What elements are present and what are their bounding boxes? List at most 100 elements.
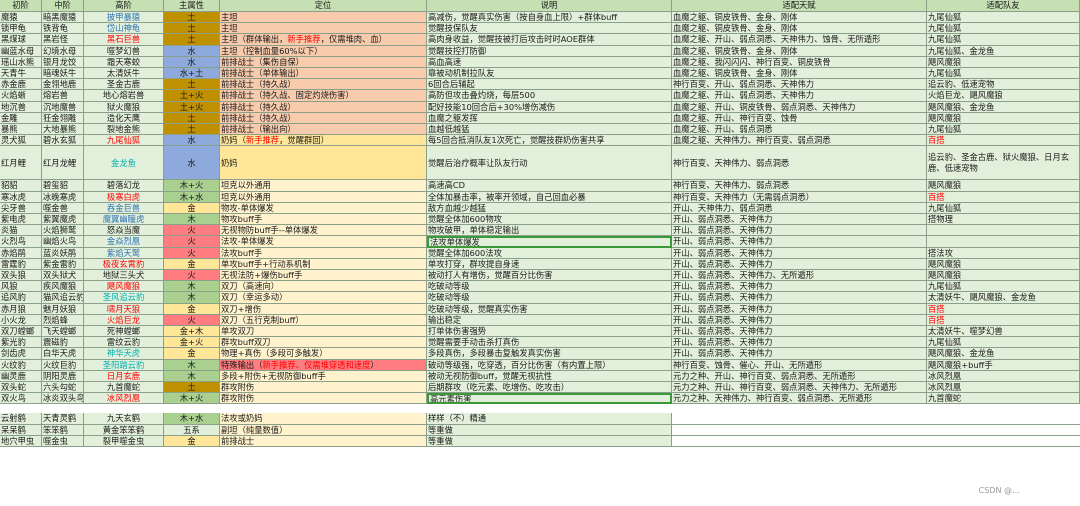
cell-teammates[interactable] (927, 225, 1080, 237)
cell-role[interactable]: 群攻buff双刀 (220, 337, 427, 349)
cell-element[interactable]: 土 (164, 12, 220, 24)
cell-description[interactable]: 靠被动机制拉队友 (427, 68, 672, 80)
cell-role[interactable]: 前排战士（持久战） (220, 101, 427, 113)
cell-role[interactable]: 物理+真伤（多段可多触发） (220, 348, 427, 360)
cell-description[interactable]: 输出稳定 (427, 314, 672, 326)
cell-teammates[interactable]: 搭物理 (927, 214, 1080, 226)
cell-talents[interactable]: 开山、弱点洞悉、天神伟力 (672, 303, 927, 315)
cell-advanced[interactable]: 魔翼幽瞳虎 (84, 214, 164, 226)
cell-teammates[interactable]: 飓风魔狼 (927, 180, 1080, 192)
cell-initial[interactable]: 天青牛 (0, 68, 42, 80)
cell-element[interactable]: 水+土 (164, 68, 220, 80)
cell-description[interactable]: 被动打人有增伤，觉醒百分比伤害 (427, 270, 672, 282)
cell-teammates[interactable]: 九尾仙狐 (927, 124, 1080, 136)
cell-talents[interactable] (672, 435, 927, 447)
cell-advanced[interactable]: 狱火魔狼 (84, 101, 164, 113)
cell-initial[interactable]: 赤焰鹃 (0, 247, 42, 259)
cell-initial[interactable]: 紫电虎 (0, 214, 42, 226)
cell-teammates[interactable]: 九尾仙狐、金龙鱼 (927, 45, 1080, 57)
cell-initial[interactable]: 地穴甲虫 (0, 435, 42, 447)
cell-role[interactable]: 主坦 (220, 23, 427, 35)
cell-teammates[interactable] (927, 413, 1080, 425)
cell-role[interactable]: 前排战士（持久战） (220, 112, 427, 124)
cell-initial[interactable]: 双火鸟 (0, 393, 42, 405)
cell-talents[interactable]: 血魔之躯、铜皮铁骨、金身、刚体 (672, 12, 927, 24)
cell-initial[interactable]: 双头狼 (0, 270, 42, 282)
cell-description[interactable]: 高减伤，觉醒真实伤害（按自身血上限）+群体buff (427, 12, 672, 24)
column-header[interactable]: 适配天赋 (672, 0, 927, 12)
cell-teammates[interactable]: 火焰巨龙、飓风魔狼 (927, 90, 1080, 102)
cell-initial[interactable]: 瑶山水熊 (0, 56, 42, 68)
cell-element[interactable]: 木 (164, 214, 220, 226)
cell-teammates[interactable]: 百搭 (927, 135, 1080, 147)
cell-advanced[interactable]: 极寒白虎 (84, 191, 164, 203)
cell-element[interactable]: 金 (164, 258, 220, 270)
cell-role[interactable]: 前排战士（集伤自保） (220, 56, 427, 68)
cell-description[interactable]: 样样（不）精通 (427, 413, 672, 425)
cell-middle[interactable]: 银月龙饺 (42, 56, 84, 68)
cell-teammates[interactable]: 冰风烈凰 (927, 370, 1080, 382)
cell-initial[interactable]: 尖牙兽 (0, 202, 42, 214)
cell-element[interactable]: 土 (164, 34, 220, 46)
cell-advanced[interactable]: 冰风烈凰 (84, 393, 164, 405)
cell-description[interactable]: 被动无视防御buff，觉醒无视抗性 (427, 370, 672, 382)
cell-description[interactable]: 每5回合抵消队友1次死亡，觉醒技群奶伤害共享 (427, 135, 672, 147)
cell-description[interactable]: 敌方血越少越猛 (427, 202, 672, 214)
cell-advanced[interactable]: 黄金笨笨鹤 (84, 424, 164, 436)
cell-description[interactable]: 等重做 (427, 424, 672, 436)
cell-middle[interactable]: 碧水玄狐 (42, 135, 84, 147)
cell-middle[interactable]: 阴阳灵鹿 (42, 370, 84, 382)
cell-teammates[interactable]: 飓风魔狼 (927, 112, 1080, 124)
cell-role[interactable]: 副坦（纯量数值） (220, 424, 427, 436)
cell-advanced[interactable]: 九天玄鹤 (84, 413, 164, 425)
cell-talents[interactable]: 开山、弱点洞悉、天神伟力 (672, 314, 927, 326)
cell-teammates[interactable]: 百搭 (927, 191, 1080, 203)
column-header[interactable]: 定位 (220, 0, 427, 12)
cell-talents[interactable]: 血魔之躯、铜皮铁骨、金身、刚体 (672, 45, 927, 57)
column-header[interactable]: 主属性 (164, 0, 220, 12)
cell-advanced[interactable]: 黑石巨兽 (84, 34, 164, 46)
cell-role[interactable]: 无视物防buff手--单体爆发 (220, 225, 427, 237)
cell-talents[interactable]: 血魔之躯、开山、铜皮铁骨、弱点洞悉、天神伟力 (672, 101, 927, 113)
cell-teammates[interactable]: 九首魔蛇 (927, 393, 1080, 405)
cell-talents[interactable]: 开山、弱点洞悉、天神伟力 (672, 247, 927, 259)
cell-middle[interactable]: 六头勾蛇 (42, 382, 84, 394)
cell-element[interactable]: 土+火 (164, 90, 220, 102)
cell-description[interactable]: 后期群攻（吃元素、吃增伤、吃攻击） (427, 382, 672, 394)
cell-element[interactable]: 木+火 (164, 393, 220, 405)
cell-talents[interactable]: 神行百变、蚀骨、催心、开山、无所遁形 (672, 359, 927, 371)
cell-description[interactable]: 等重做 (427, 435, 672, 447)
cell-advanced[interactable]: 日月玄鹿 (84, 370, 164, 382)
cell-role[interactable]: 前排战士（输出向） (220, 124, 427, 136)
cell-middle[interactable]: 噬金虫 (42, 435, 84, 447)
cell-description[interactable]: 觉醒全体加600物攻 (427, 214, 672, 226)
cell-middle[interactable]: 蓝炎妖鹃 (42, 247, 84, 259)
cell-talents[interactable]: 元力之种、天神伟力、神行百变、弱点洞悉、无所遁形 (672, 393, 927, 405)
cell-middle[interactable]: 震磁豹 (42, 337, 84, 349)
cell-element[interactable]: 金 (164, 303, 220, 315)
cell-role[interactable]: 单攻双刀 (220, 326, 427, 338)
cell-description[interactable]: 高元素伤害 (427, 393, 672, 405)
cell-advanced[interactable]: 紫焰天鹫 (84, 247, 164, 259)
cell-role[interactable]: 奶妈 (220, 146, 427, 181)
column-header[interactable]: 适配队友 (927, 0, 1080, 12)
cell-middle[interactable]: 幻境水母 (42, 45, 84, 57)
cell-talents[interactable]: 开山、弱点洞悉、天神伟力 (672, 236, 927, 248)
cell-description[interactable]: 吃破动等级 (427, 292, 672, 304)
cell-description[interactable]: 觉醒需要手动击杀打真伤 (427, 337, 672, 349)
cell-advanced[interactable]: 太清妖牛 (84, 68, 164, 80)
cell-middle[interactable]: 笨笨鹤 (42, 424, 84, 436)
cell-teammates[interactable]: 飓风魔狼 (927, 258, 1080, 270)
cell-role[interactable]: 法攻-单体爆发 (220, 236, 427, 248)
cell-advanced[interactable]: 岱山神龟 (84, 23, 164, 35)
cell-role[interactable]: 无视法防+爆伤buff手 (220, 270, 427, 282)
cell-talents[interactable]: 元力之种、开山、神行百变、弱点洞悉、天神伟力、无所遁形 (672, 382, 927, 394)
cell-talents[interactable]: 血魔之躯、开山、弱点洞悉 (672, 124, 927, 136)
cell-element[interactable]: 金+木 (164, 326, 220, 338)
cell-element[interactable]: 土+火 (164, 101, 220, 113)
cell-advanced[interactable]: 披甲暴猿 (84, 12, 164, 24)
cell-talents[interactable]: 神行百变、开山、弱点洞悉、天神伟力 (672, 79, 927, 91)
cell-middle[interactable]: 冰晚寒虎 (42, 191, 84, 203)
cell-talents[interactable]: 血魔之躯、开山、弱点洞悉、天神伟力 (672, 90, 927, 102)
cell-middle[interactable]: 冰炎双头鸟 (42, 393, 84, 405)
